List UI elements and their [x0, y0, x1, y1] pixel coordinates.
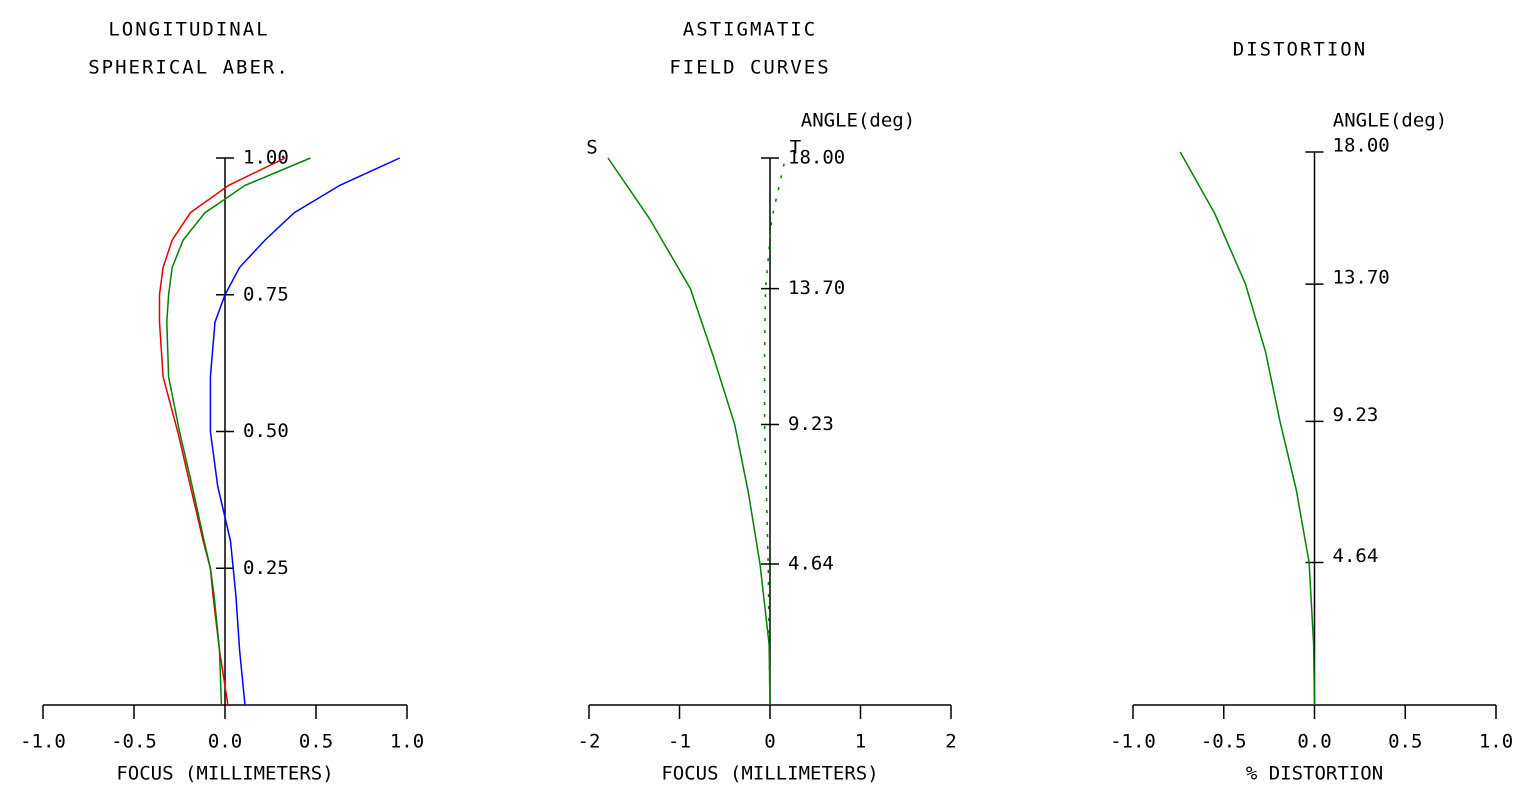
- curve: [607, 157, 771, 706]
- x-tick-label: 1: [855, 731, 866, 753]
- y-tick-label: 4.64: [1333, 545, 1379, 567]
- chart-title: DISTORTION: [1233, 39, 1367, 61]
- y-tick-label: 9.23: [1333, 404, 1379, 426]
- x-tick-label: 1.0: [390, 731, 424, 753]
- x-axis-label: % DISTORTION: [1246, 763, 1383, 785]
- chart-title: SPHERICAL ABER.: [88, 57, 290, 79]
- y-tick-label: 0.25: [243, 557, 289, 579]
- x-tick-label: -0.5: [1201, 731, 1247, 753]
- x-tick-label: -1.0: [20, 731, 66, 753]
- y-tick-label: 13.70: [788, 277, 845, 299]
- x-axis-label: FOCUS (MILLIMETERS): [116, 763, 333, 785]
- x-tick-label: -1.0: [1110, 731, 1156, 753]
- chart-title: ASTIGMATIC: [683, 19, 817, 41]
- y-tick-label: 9.23: [788, 413, 834, 435]
- x-tick-label: -2: [578, 731, 601, 753]
- curve: [763, 157, 787, 706]
- y-tick-label: 4.64: [788, 552, 834, 574]
- chart-title: LONGITUDINAL: [108, 19, 269, 41]
- y-tick-label: 18.00: [788, 147, 845, 169]
- series-label: T: [790, 137, 801, 159]
- y-axis-label: ANGLE(deg): [801, 110, 915, 132]
- x-tick-label: 0.0: [1297, 731, 1331, 753]
- curve: [1179, 151, 1316, 706]
- y-axis-label: ANGLE(deg): [1333, 110, 1447, 132]
- y-tick-label: 18.00: [1333, 135, 1390, 157]
- x-tick-label: -0.5: [111, 731, 157, 753]
- x-tick-label: 2: [945, 731, 956, 753]
- x-tick-label: 0: [764, 731, 775, 753]
- x-tick-label: 0.5: [1388, 731, 1422, 753]
- series-label: S: [586, 137, 597, 159]
- y-tick-label: 0.75: [243, 283, 289, 305]
- y-tick-label: 1.00: [243, 147, 289, 169]
- curve: [209, 157, 401, 706]
- x-axis-label: FOCUS (MILLIMETERS): [661, 763, 878, 785]
- x-tick-label: 0.5: [299, 731, 333, 753]
- x-tick-label: 1.0: [1479, 731, 1513, 753]
- y-tick-label: 13.70: [1333, 267, 1390, 289]
- x-tick-label: -1: [668, 731, 691, 753]
- chart-title: FIELD CURVES: [669, 57, 830, 79]
- y-tick-label: 0.50: [243, 420, 289, 442]
- x-tick-label: 0.0: [208, 731, 242, 753]
- curve: [166, 157, 311, 706]
